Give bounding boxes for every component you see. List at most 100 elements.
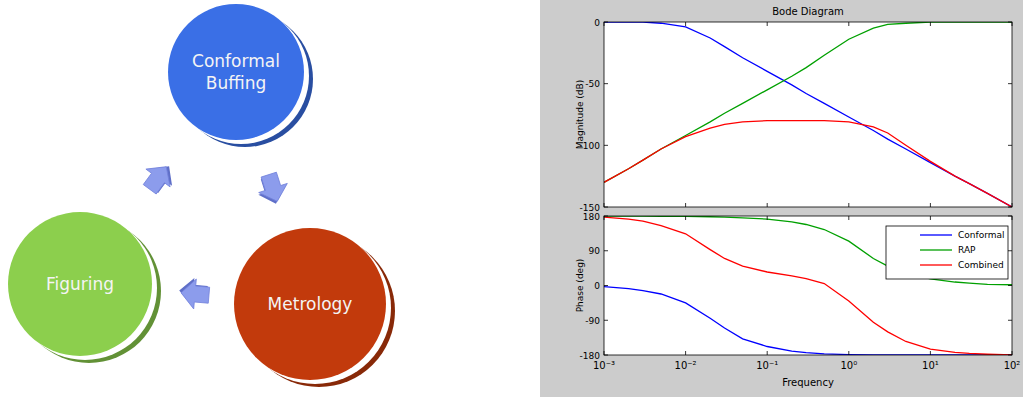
y-tick: [604, 216, 608, 217]
arrow: [254, 170, 293, 208]
x-tick: [767, 203, 768, 207]
cycle-diagram: ConformalBuffing Metrology Figuring: [8, 4, 395, 387]
legend-swatch: [920, 264, 952, 265]
arrow-face: [138, 158, 179, 198]
arrow-face: [180, 278, 210, 310]
canvas: ConformalBuffingMetrologyFiguring-150-10…: [0, 0, 1023, 397]
y-tick: [604, 207, 608, 208]
x-tick-label: 10⁻²: [675, 360, 697, 371]
y-tick: [604, 355, 608, 356]
x-tick: [604, 216, 605, 220]
plot-area: [604, 22, 1012, 207]
series-line: [604, 217, 1012, 355]
arrow-face: [254, 170, 291, 206]
node-circle: [234, 228, 386, 380]
y-tick: [604, 83, 608, 84]
legend-label: Combined: [958, 260, 1004, 270]
x-tick: [1012, 203, 1013, 207]
plot-area: [604, 216, 1012, 355]
x-tick: [685, 216, 686, 220]
series-line: [604, 22, 1012, 207]
x-tick: [930, 203, 931, 207]
arrow: [138, 156, 181, 199]
y-tick-label: 90: [589, 246, 601, 256]
x-tick: [848, 351, 849, 355]
node: Figuring: [8, 212, 161, 363]
x-tick: [848, 203, 849, 207]
y-tick: [1008, 250, 1012, 251]
node-label: Metrology: [268, 294, 353, 314]
y-tick: [604, 320, 608, 321]
legend-label: RAP: [958, 245, 976, 255]
x-tick-label: 10⁻¹: [756, 360, 778, 371]
x-tick-label: 10⁰: [840, 360, 857, 371]
x-tick: [1012, 22, 1013, 26]
bode-axes: -150-100-500Bode DiagramMagnitude (dB): [575, 6, 1012, 213]
series-line: [604, 121, 1012, 207]
node: Metrology: [234, 228, 395, 387]
arrow: [178, 277, 211, 310]
x-tick: [1012, 216, 1013, 220]
y-tick: [1008, 22, 1012, 23]
y-tick-label: 180: [583, 212, 600, 222]
x-tick: [604, 351, 605, 355]
node-label: Conformal: [192, 51, 280, 71]
series-group: [604, 216, 1012, 355]
x-axis-label: Frequency: [782, 377, 834, 388]
y-tick: [1008, 83, 1012, 84]
legend: Conformal RAP Combined: [886, 226, 1008, 279]
x-tick: [604, 22, 605, 26]
bode-axes: 10⁻³ 10⁻² 10⁻¹ 10⁰ 10¹ 10² -180 -90 0 90 180 Phase …: [575, 212, 1020, 389]
series-group: [604, 22, 1012, 207]
y-tick: [1008, 145, 1012, 146]
x-tick: [930, 22, 931, 26]
page: ConformalBuffingMetrologyFiguring-150-10…: [0, 0, 1023, 397]
y-tick: [1008, 216, 1012, 217]
x-tick: [767, 216, 768, 220]
legend-label: Conformal: [958, 230, 1005, 240]
x-tick: [685, 203, 686, 207]
axes-frame: [604, 22, 1012, 207]
node-label: Figuring: [46, 274, 114, 294]
legend-box: [886, 226, 1008, 279]
y-tick: [1008, 285, 1012, 286]
y-tick: [604, 22, 608, 23]
x-tick: [604, 203, 605, 207]
y-axis-label: Phase (deg): [575, 259, 585, 313]
y-tick-label: -90: [585, 316, 600, 326]
y-tick-label: 0: [594, 281, 600, 291]
x-tick: [685, 22, 686, 26]
node-circle: [8, 212, 152, 356]
x-tick: [848, 22, 849, 26]
series-line: [604, 216, 1012, 285]
x-tick-label: 10¹: [922, 360, 939, 371]
figure-background: [540, 0, 1023, 397]
chart-title: Bode Diagram: [772, 6, 844, 17]
x-tick-label: 10⁻³: [593, 360, 615, 371]
axes-frame: [604, 216, 1012, 355]
y-tick: [604, 250, 608, 251]
y-tick: [1008, 320, 1012, 321]
x-tick: [848, 216, 849, 220]
x-tick-label: 10²: [1004, 360, 1021, 371]
x-tick: [685, 351, 686, 355]
y-axis-label: Magnitude (dB): [575, 80, 585, 149]
y-tick-label: -50: [585, 79, 600, 89]
node: ConformalBuffing: [168, 4, 313, 147]
x-tick: [767, 351, 768, 355]
y-tick: [604, 285, 608, 286]
y-tick: [1008, 355, 1012, 356]
series-line: [604, 287, 1012, 355]
y-tick-label: -180: [580, 351, 601, 361]
y-tick: [604, 145, 608, 146]
x-tick: [767, 22, 768, 26]
y-tick-label: 0: [594, 18, 600, 28]
node-label: Buffing: [206, 73, 266, 93]
node-circle: [168, 4, 304, 140]
legend-swatch: [920, 234, 952, 235]
x-tick: [930, 351, 931, 355]
legend-swatch: [920, 249, 952, 250]
y-tick: [1008, 207, 1012, 208]
x-tick: [1012, 351, 1013, 355]
series-line: [604, 22, 1012, 182]
